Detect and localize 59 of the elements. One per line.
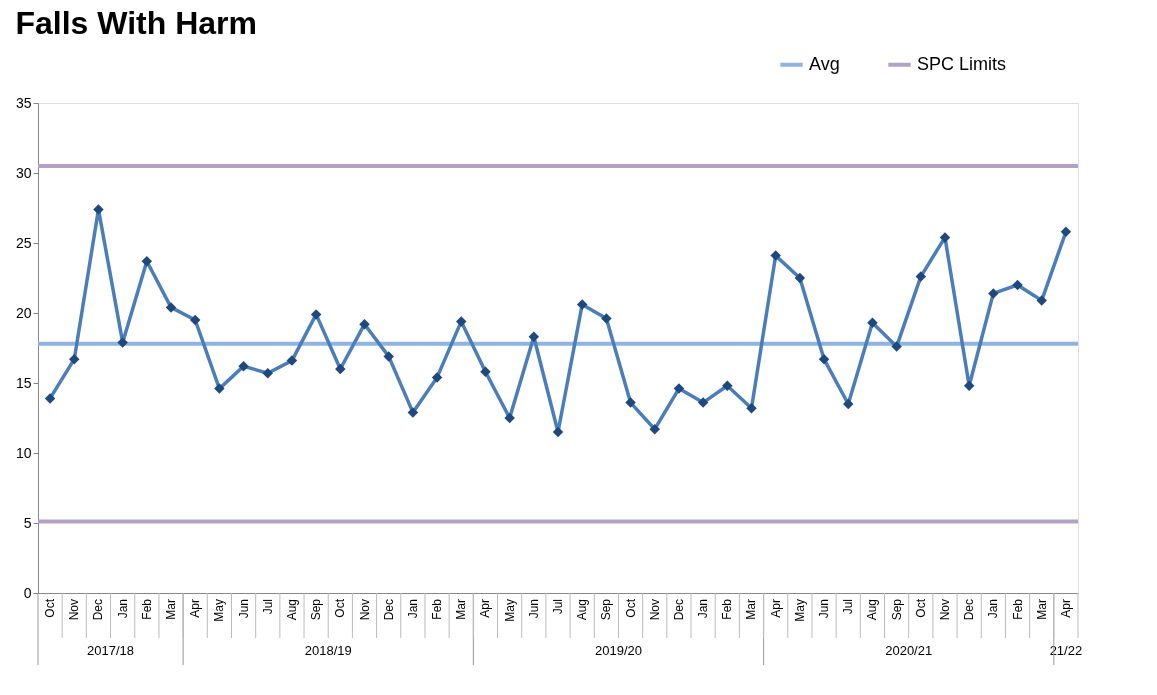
y-tick-label: 10: [15, 444, 32, 461]
y-tick-label: 30: [15, 164, 32, 181]
x-tick-label: Dec: [381, 599, 396, 621]
x-tick-label: Sep: [889, 598, 904, 621]
x-tick-label: Mar: [164, 599, 179, 620]
y-tick-label: 15: [15, 374, 32, 391]
x-tick-label: Dec: [91, 599, 106, 621]
legend-label: SPC Limits: [917, 53, 1007, 74]
x-tick-label: Apr: [768, 599, 783, 618]
x-tick-label: Feb: [430, 598, 445, 620]
y-tick-label: 0: [23, 584, 32, 601]
x-tick-label: Jun: [817, 599, 832, 619]
x-tick-label: Oct: [623, 598, 638, 618]
x-tick-label: Jul: [841, 599, 856, 615]
legend-label: Avg: [809, 53, 840, 74]
x-tick-label: Mar: [744, 599, 759, 620]
y-tick-label: 20: [15, 304, 32, 321]
x-tick-label: May: [502, 599, 517, 622]
text: 2019/20: [594, 643, 642, 658]
x-tick-label: Nov: [357, 599, 372, 621]
x-tick-label: Nov: [67, 599, 82, 621]
x-tick-label: Jul: [260, 599, 275, 615]
chart-title: Falls With Harm: [15, 5, 257, 41]
y-tick-label: 25: [15, 234, 32, 251]
x-tick-label: Nov: [647, 599, 662, 621]
x-tick-label: Jun: [526, 599, 541, 619]
x-tick-label: Jul: [551, 599, 565, 615]
x-tick-label: Apr: [1058, 599, 1073, 618]
text: 2017/18: [87, 643, 135, 658]
x-tick-label: Jan: [696, 599, 711, 619]
x-tick-label: Aug: [865, 599, 880, 621]
x-tick-label: Nov: [937, 599, 952, 621]
x-tick-label: Jun: [236, 599, 251, 619]
x-tick-label: Mar: [1034, 599, 1049, 620]
x-tick-label: Aug: [575, 599, 590, 621]
x-tick-label: May: [212, 599, 227, 622]
x-tick-label: Sep: [599, 598, 614, 621]
x-tick-label: Mar: [454, 599, 469, 620]
y-tick-label: 5: [23, 514, 32, 531]
x-tick-label: Jan: [115, 599, 130, 619]
x-tick-label: Aug: [284, 599, 299, 621]
y-tick-label: 35: [15, 94, 32, 111]
text: 2020/21: [885, 643, 933, 658]
x-tick-label: Apr: [478, 599, 493, 618]
x-tick-label: Jan: [986, 599, 1001, 619]
x-tick-label: Feb: [1010, 598, 1025, 620]
x-tick-label: Jan: [405, 599, 420, 619]
text: 2018/19: [304, 643, 352, 658]
x-tick-label: Feb: [720, 598, 735, 620]
x-tick-label: Dec: [962, 599, 977, 621]
x-tick-label: Feb: [139, 598, 154, 620]
x-tick-label: Oct: [913, 598, 928, 618]
x-tick-label: Apr: [188, 599, 203, 618]
text: 21/22: [1049, 643, 1083, 658]
x-tick-label: Oct: [43, 598, 58, 618]
x-tick-label: Oct: [333, 598, 348, 618]
x-tick-label: Dec: [671, 599, 686, 621]
x-tick-label: May: [792, 599, 807, 622]
x-tick-label: Sep: [309, 598, 324, 621]
